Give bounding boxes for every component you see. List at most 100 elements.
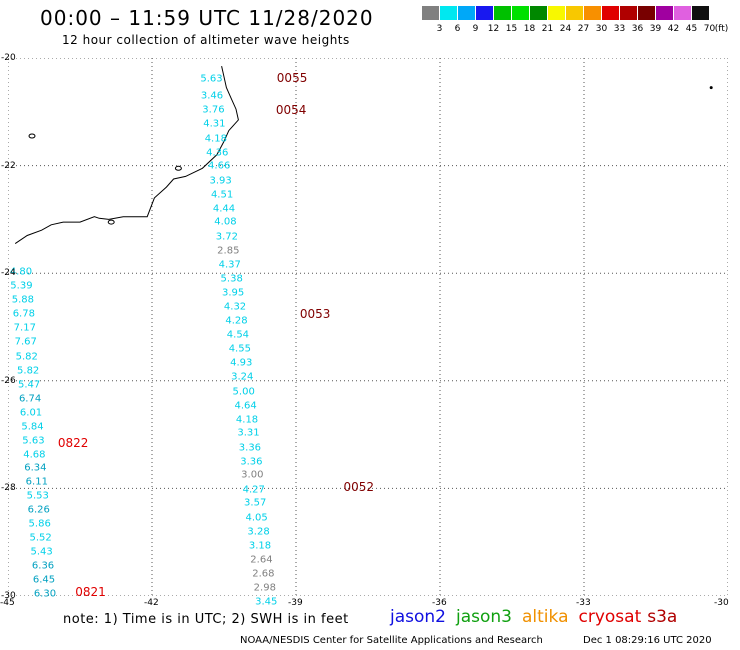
wave-height-value: 4.66 <box>208 160 231 172</box>
wave-height-value: 3.00 <box>241 469 264 481</box>
wave-height-value: 5.84 <box>21 421 44 433</box>
legend-unit: (ft) <box>714 24 729 34</box>
wave-height-value: 5.43 <box>30 546 53 558</box>
latitude-tick-label: -28 <box>1 483 16 494</box>
wave-height-value: 5.63 <box>200 73 223 85</box>
longitude-tick-label: -36 <box>432 598 447 608</box>
wave-height-value: 3.72 <box>215 231 239 243</box>
legend-swatch <box>530 6 548 20</box>
lat-lon-grid <box>7 57 729 597</box>
legend-swatch <box>584 6 602 20</box>
wave-height-value: 3.28 <box>247 526 270 538</box>
legend-swatch <box>512 6 530 20</box>
wave-height-value: 5.63 <box>22 435 45 447</box>
wave-height-value: 6.78 <box>12 308 35 320</box>
coastline <box>14 65 713 245</box>
latitude-tick-label: -30 <box>1 591 16 601</box>
wave-height-value: 5.88 <box>11 294 35 306</box>
wave-height-value: 4.36 <box>206 147 229 159</box>
wave-height-value: 4.55 <box>228 343 251 355</box>
map-canvas <box>7 57 729 597</box>
legend-swatch <box>692 6 710 20</box>
pass-time-label: 0052 <box>343 480 375 495</box>
legend-label: 9 <box>472 24 479 34</box>
wave-height-value: 4.51 <box>210 189 234 201</box>
legend-swatch <box>638 6 656 20</box>
legend-swatch <box>620 6 638 20</box>
wave-height-value: 4.18 <box>235 414 259 426</box>
wave-height-value: 3.18 <box>248 540 272 552</box>
wave-height-value: 5.52 <box>29 532 52 544</box>
wave-height-value: 3.93 <box>209 175 232 187</box>
wave-height-value: 5.39 <box>10 280 33 292</box>
island-outline <box>28 133 36 139</box>
legend-swatch <box>458 6 476 20</box>
wave-height-value: 4.18 <box>204 133 227 145</box>
satellite-legend: jason2 jason3 altika cryosat s3a <box>390 607 687 627</box>
wave-height-value: 4.80 <box>9 266 33 278</box>
satellite-name-cryosat: cryosat <box>578 607 642 627</box>
wave-height-value: 4.27 <box>242 484 265 496</box>
legend-swatch <box>548 6 566 20</box>
longitude-tick-label: -45 <box>0 598 15 608</box>
satellite-name-jason2: jason2 <box>390 607 446 627</box>
wave-height-value: 3.36 <box>238 442 262 453</box>
wave-height-value: 3.95 <box>221 287 245 299</box>
wave-height-value: 2.64 <box>250 554 273 566</box>
wave-height-value: 6.45 <box>32 574 56 586</box>
legend-swatch <box>566 6 584 20</box>
wave-height-value: 4.05 <box>245 512 268 524</box>
wave-height-value: 3.36 <box>240 456 263 467</box>
wave-height-value: 4.28 <box>225 315 248 327</box>
legend-swatch <box>494 6 512 20</box>
legend-label: 39 <box>649 24 662 34</box>
wave-height-value: 3.24 <box>231 371 254 383</box>
page-subtitle: 12 hour collection of altimeter wave hei… <box>62 33 350 47</box>
wave-height-legend: 3 6 9 12 15 18 21 24 27 30 33 36 39 42 45 70 (ft) <box>422 4 728 36</box>
wave-height-value: 6.30 <box>33 588 57 600</box>
wave-height-value: 5.82 <box>17 365 40 377</box>
legend-label: 42 <box>667 24 680 34</box>
island-outline <box>107 219 115 225</box>
latitude-tick-label: -20 <box>1 53 16 63</box>
wave-height-value: 6.26 <box>27 504 50 516</box>
wave-height-value: 2.85 <box>217 245 240 257</box>
wave-height-value: 4.37 <box>218 259 241 271</box>
units-note: note: 1) Time is in UTC; 2) SWH is in fe… <box>63 612 349 627</box>
latitude-tick-label: -24 <box>1 268 16 279</box>
wave-height-value: 4.44 <box>212 203 236 215</box>
wave-height-value: 6.01 <box>19 407 43 419</box>
wave-height-value: 2.98 <box>253 582 276 594</box>
latitude-tick-label: -22 <box>1 160 16 171</box>
latitude-tick-label: -26 <box>1 375 16 386</box>
legend-label: 27 <box>577 24 590 34</box>
wave-height-value: 6.11 <box>25 476 48 488</box>
satellite-name-s3a: s3a <box>647 607 678 627</box>
wave-height-value: 3.45 <box>255 596 278 608</box>
legend-label: 30 <box>595 24 608 34</box>
legend-swatch <box>602 6 620 20</box>
wave-height-value: 4.31 <box>203 118 226 130</box>
island-outline <box>174 165 182 171</box>
legend-swatch <box>422 6 440 20</box>
wave-height-value: 3.46 <box>200 90 224 102</box>
legend-label: 24 <box>559 24 572 34</box>
wave-height-value: 6.36 <box>31 560 55 572</box>
satellite-name-altika: altika <box>522 607 569 627</box>
legend-label: 70 <box>703 24 716 34</box>
legend-label: 12 <box>487 24 500 34</box>
wave-height-value: 3.57 <box>244 497 267 509</box>
longitude-tick-label: -30 <box>714 598 729 608</box>
legend-label: 21 <box>541 24 554 34</box>
generated-timestamp: Dec 1 08:29:16 UTC 2020 <box>583 635 712 646</box>
legend-label: 33 <box>613 24 626 34</box>
wave-height-value: 5.38 <box>220 273 243 285</box>
legend-label: 45 <box>685 24 698 34</box>
wave-height-value: 2.68 <box>252 568 275 580</box>
longitude-tick-label: -42 <box>144 598 159 608</box>
pass-time-label: 0821 <box>75 584 106 599</box>
island-dot <box>709 86 713 90</box>
page-title: 00:00 – 11:59 UTC 11/28/2020 <box>40 6 374 30</box>
wave-height-value: 3.31 <box>237 427 260 439</box>
longitude-tick-label: -33 <box>576 598 591 608</box>
